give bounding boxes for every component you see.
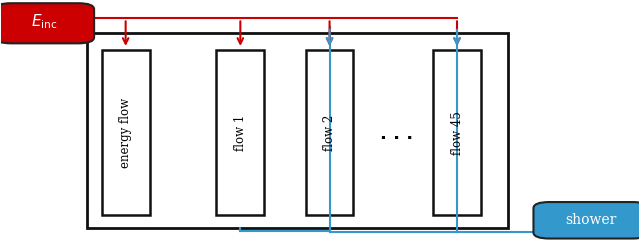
FancyBboxPatch shape <box>102 50 150 215</box>
Text: shower: shower <box>565 213 616 227</box>
FancyBboxPatch shape <box>433 50 481 215</box>
FancyBboxPatch shape <box>0 3 94 43</box>
Text: flow 1: flow 1 <box>234 115 247 151</box>
Text: energy flow: energy flow <box>119 98 132 168</box>
Text: flow 45: flow 45 <box>451 111 463 155</box>
FancyBboxPatch shape <box>534 202 640 239</box>
Text: flow 2: flow 2 <box>323 115 336 151</box>
FancyBboxPatch shape <box>216 50 264 215</box>
Text: . . .: . . . <box>380 125 413 143</box>
FancyBboxPatch shape <box>306 50 353 215</box>
Text: $E_\mathrm{inc}$: $E_\mathrm{inc}$ <box>31 13 58 31</box>
